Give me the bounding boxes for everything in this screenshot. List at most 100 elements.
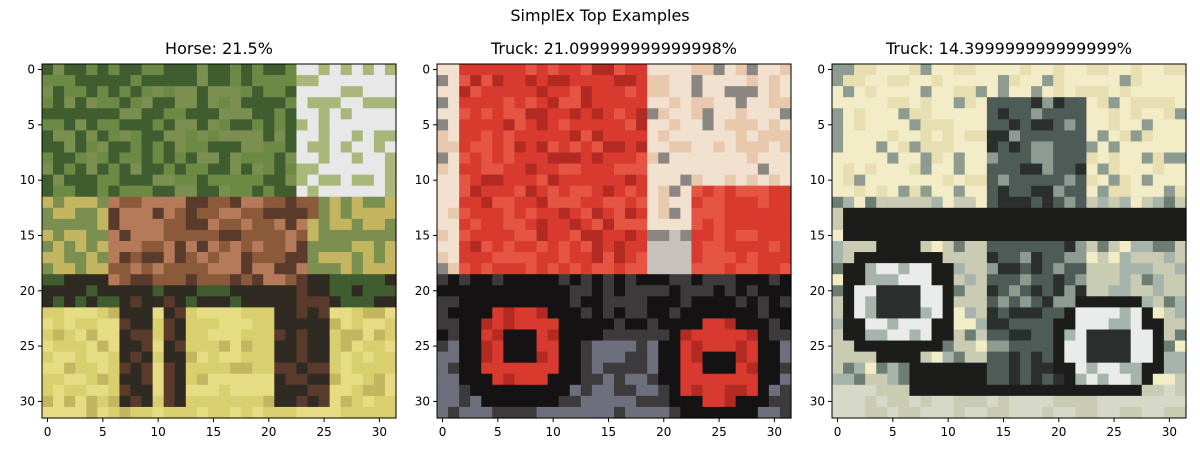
pixel <box>1152 362 1165 375</box>
pixel <box>86 119 98 131</box>
pixel <box>1119 406 1132 419</box>
pixel <box>536 241 549 253</box>
pixel <box>942 97 955 109</box>
pixel <box>920 75 933 87</box>
pixel <box>614 141 626 154</box>
pixel <box>602 395 615 408</box>
pixel <box>536 97 549 109</box>
pixel <box>757 108 770 120</box>
pixel <box>86 185 98 198</box>
pixel <box>163 406 176 419</box>
pixel <box>53 406 65 419</box>
pixel <box>252 163 264 176</box>
pixel <box>481 285 493 297</box>
pixel <box>230 351 242 364</box>
pixel <box>437 274 449 286</box>
pixel <box>735 108 748 120</box>
pixel <box>340 263 353 275</box>
pixel <box>591 329 604 342</box>
pixel <box>1097 373 1110 386</box>
pixel <box>953 86 966 98</box>
pixel <box>636 75 648 87</box>
pixel <box>920 285 933 297</box>
pixel <box>219 406 231 419</box>
pixel <box>735 141 748 154</box>
pixel <box>1053 263 1065 275</box>
pixel <box>174 75 187 87</box>
pixel <box>64 64 76 76</box>
pixel <box>647 285 659 297</box>
pixel <box>329 340 342 353</box>
pixel <box>503 174 516 187</box>
pixel <box>470 75 482 87</box>
pixel <box>547 119 560 131</box>
pixel <box>854 64 866 76</box>
pixel <box>503 252 516 264</box>
pixel <box>481 174 493 187</box>
pixel <box>768 296 781 308</box>
pixel <box>196 274 209 286</box>
pixel <box>876 307 888 320</box>
pixel <box>931 362 944 375</box>
pixel <box>898 152 911 165</box>
pixel <box>252 196 264 209</box>
pixel <box>1086 241 1099 253</box>
pixel <box>997 263 1010 275</box>
pixel <box>230 185 242 198</box>
pixel <box>141 207 154 220</box>
pixel <box>329 75 342 87</box>
pixel <box>141 86 154 98</box>
pixel <box>448 119 460 131</box>
pixel <box>481 263 493 275</box>
pixel <box>196 252 209 264</box>
pixel <box>263 395 275 408</box>
pixel <box>1119 174 1132 187</box>
pixel <box>647 351 659 364</box>
pixel <box>1097 207 1110 220</box>
pixel <box>953 196 966 209</box>
pixel <box>779 75 792 87</box>
pixel <box>625 362 637 375</box>
pixel <box>296 163 309 176</box>
pixel <box>285 218 298 231</box>
pixel <box>219 64 231 76</box>
pixel <box>448 263 460 275</box>
pixel <box>702 108 715 120</box>
pixel <box>141 296 154 308</box>
pixel <box>1108 329 1121 342</box>
pixel <box>669 86 681 98</box>
pixel <box>274 64 286 76</box>
pixel <box>887 362 899 375</box>
pixel <box>625 119 637 131</box>
pixel <box>602 185 615 198</box>
pixel <box>86 395 98 408</box>
pixel <box>503 406 516 419</box>
pixel <box>591 351 604 364</box>
pixel <box>1053 64 1065 76</box>
pixel <box>307 86 320 98</box>
pixel <box>503 75 516 87</box>
pixel <box>746 252 759 264</box>
pixel <box>373 141 386 154</box>
pixel <box>351 196 364 209</box>
pixel <box>843 75 855 87</box>
pixel <box>724 64 737 76</box>
pixel <box>384 274 397 286</box>
pixel <box>1119 75 1132 87</box>
pixel <box>854 97 866 109</box>
pixel <box>625 152 637 165</box>
pixel <box>746 373 759 386</box>
pixel <box>757 218 770 231</box>
pixel <box>459 252 471 264</box>
pixel <box>241 307 253 320</box>
pixel <box>964 229 977 242</box>
pixel <box>1009 318 1021 331</box>
pixel <box>614 285 626 297</box>
pixel <box>898 285 911 297</box>
pixel <box>75 318 87 331</box>
pixel <box>141 285 154 297</box>
pixel <box>843 64 855 76</box>
pixel <box>196 296 209 308</box>
pixel <box>307 119 320 131</box>
pixel <box>1163 362 1176 375</box>
